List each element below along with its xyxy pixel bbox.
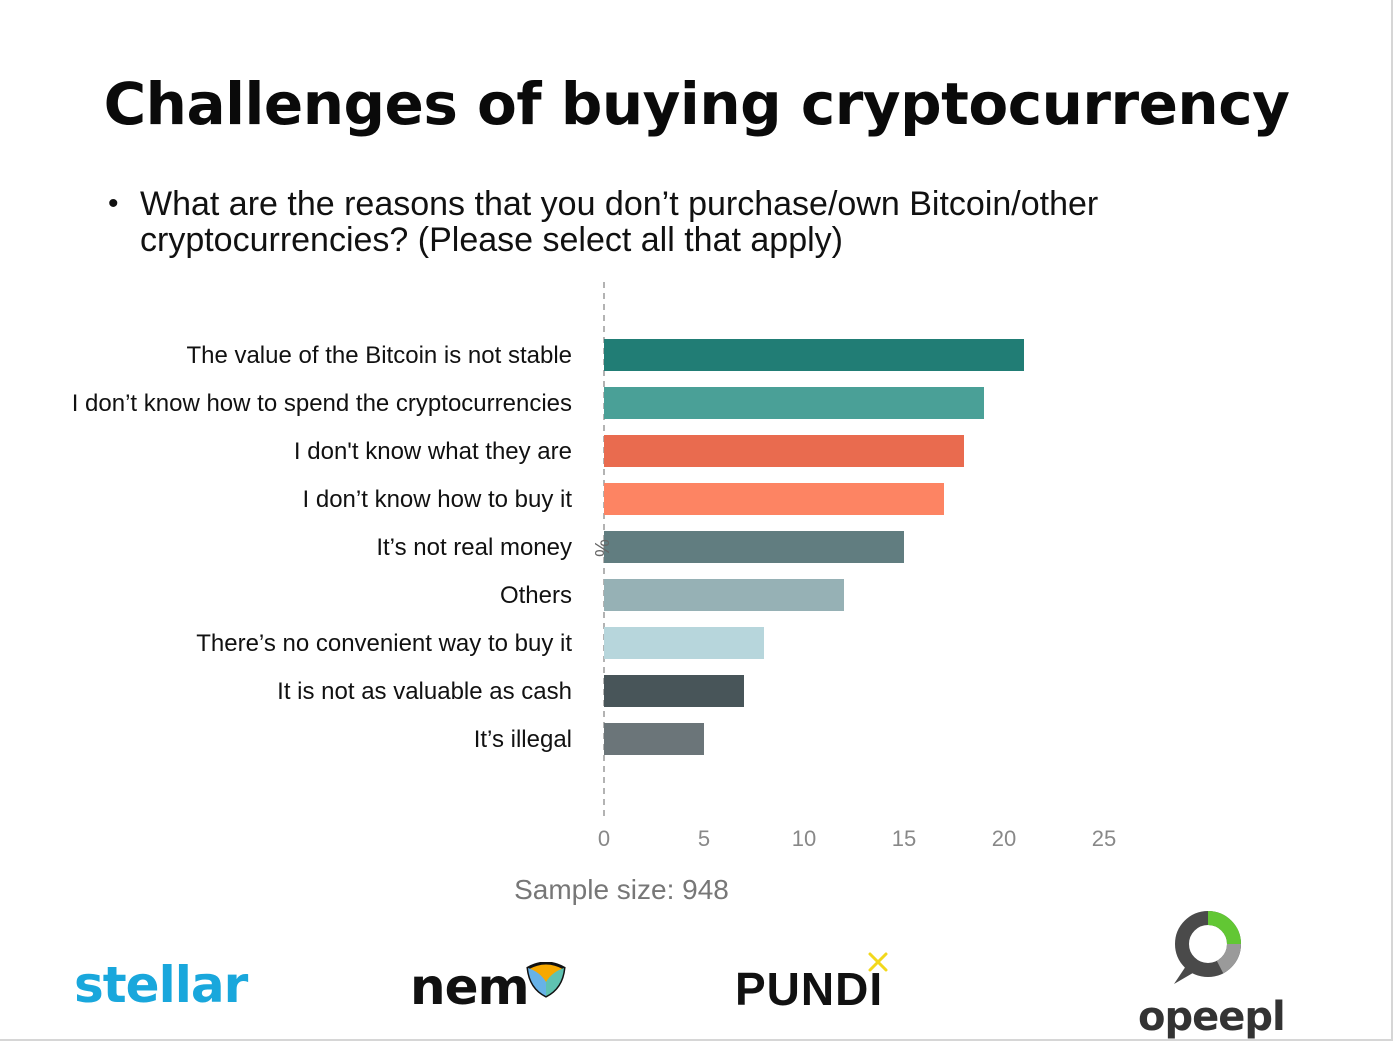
bar-chart: The value of the Bitcoin is not stable I …: [72, 282, 1116, 851]
opeepl-logo: opeepl: [1138, 994, 1286, 1040]
category-label-4: It’s not real money: [376, 534, 572, 561]
bar-6: [604, 627, 764, 659]
category-label-5: Others: [500, 582, 572, 609]
category-label-3: I don’t know how to buy it: [303, 486, 573, 513]
category-label-7: It is not as valuable as cash: [277, 678, 572, 705]
category-label-1: I don’t know how to spend the cryptocurr…: [72, 390, 572, 417]
bar-5: [604, 579, 844, 611]
question-text: What are the reasons that you don’t purc…: [140, 185, 1099, 259]
bar-4: [604, 531, 904, 563]
category-label-6: There’s no convenient way to buy it: [196, 630, 572, 657]
bar-1: [604, 387, 984, 419]
tick-label-3: 15: [892, 826, 916, 851]
pundi-logo: PUNDI: [735, 963, 884, 1015]
sample-size: Sample size: 948: [514, 874, 729, 905]
bar-3: [604, 483, 944, 515]
bar-8: [604, 723, 704, 755]
bar-0: [604, 339, 1024, 371]
pundi-x-icon: [868, 952, 888, 972]
nem-mark-icon: [526, 962, 566, 998]
stellar-logo: stellar: [74, 956, 248, 1014]
category-label-2: I don't know what they are: [294, 438, 572, 465]
category-label-0: The value of the Bitcoin is not stable: [186, 342, 572, 369]
nem-logo: nem: [410, 958, 530, 1016]
bullet-icon: •: [108, 187, 119, 220]
tick-label-4: 20: [992, 826, 1016, 851]
tick-label-2: 10: [792, 826, 816, 851]
tick-label-0: 0: [598, 826, 610, 851]
category-label-8: It’s illegal: [474, 726, 572, 753]
opeepl-mark-icon: [1174, 911, 1241, 984]
slide-title: Challenges of buying cryptocurrency: [103, 70, 1290, 138]
bar-7: [604, 675, 744, 707]
tick-label-1: 5: [698, 826, 710, 851]
axis-label: %: [590, 539, 612, 557]
tick-label-5: 25: [1092, 826, 1116, 851]
bar-2: [604, 435, 964, 467]
